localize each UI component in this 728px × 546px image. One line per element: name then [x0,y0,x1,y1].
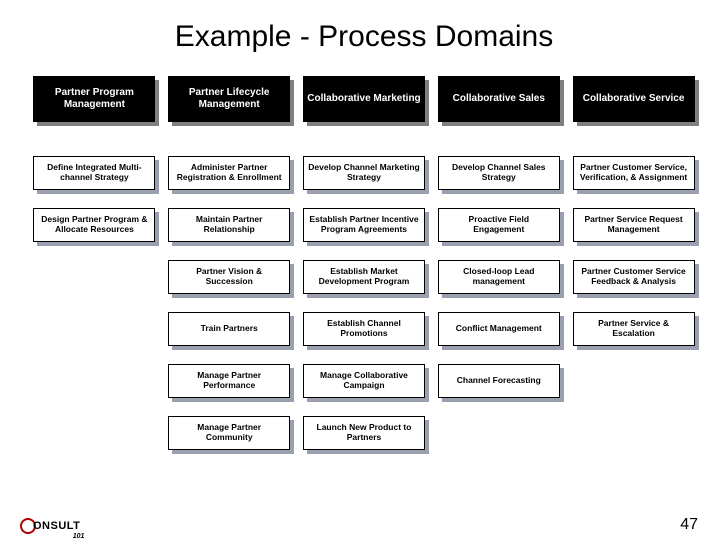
column-4: Collaborative Service Partner Customer Se… [569,76,698,468]
slide: Example - Process Domains Partner Progra… [0,0,728,546]
process-box-label: Train Partners [168,312,290,346]
process-box-label: Define Integrated Multi-channel Strategy [33,156,155,190]
process-box: Establish Market Development Program [303,260,425,294]
column-1: Partner Lifecycle Management Administer P… [165,76,294,468]
column-header: Partner Lifecycle Management [168,76,290,122]
process-box-label: Develop Channel Sales Strategy [438,156,560,190]
process-box-label: Establish Market Development Program [303,260,425,294]
process-box: Manage Partner Community [168,416,290,450]
columns-container: Partner Program Management Define Integra… [30,76,698,468]
process-box: Channel Forecasting [438,364,560,398]
process-box-label: Proactive Field Engagement [438,208,560,242]
column-0: Partner Program Management Define Integra… [30,76,159,468]
column-header: Collaborative Service [573,76,695,122]
process-box: Partner Customer Service Feedback & Anal… [573,260,695,294]
process-box-label: Develop Channel Marketing Strategy [303,156,425,190]
process-box-label: Manage Partner Community [168,416,290,450]
process-box-label: Manage Partner Performance [168,364,290,398]
process-box: Design Partner Program & Allocate Resour… [33,208,155,242]
process-box: Partner Customer Service, Verification, … [573,156,695,190]
process-box: Manage Partner Performance [168,364,290,398]
process-box: Maintain Partner Relationship [168,208,290,242]
process-box-label: Design Partner Program & Allocate Resour… [33,208,155,242]
column-header: Collaborative Marketing [303,76,425,122]
process-box-label: Partner Customer Service Feedback & Anal… [573,260,695,294]
slide-title: Example - Process Domains [30,20,698,54]
process-box-label: Channel Forecasting [438,364,560,398]
process-box: Conflict Management [438,312,560,346]
process-box: Establish Channel Promotions [303,312,425,346]
process-box-label: Manage Collaborative Campaign [303,364,425,398]
process-box: Train Partners [168,312,290,346]
process-box: Establish Partner Incentive Program Agre… [303,208,425,242]
column-header: Collaborative Sales [438,76,560,122]
process-box: Develop Channel Sales Strategy [438,156,560,190]
process-box-label: Closed-loop Lead management [438,260,560,294]
column-header-label: Partner Lifecycle Management [168,76,290,122]
process-box: Partner Service & Escalation [573,312,695,346]
page-number: 47 [680,516,698,534]
process-box: Closed-loop Lead management [438,260,560,294]
process-box-label: Establish Partner Incentive Program Agre… [303,208,425,242]
process-box: Launch New Product to Partners [303,416,425,450]
process-box-label: Maintain Partner Relationship [168,208,290,242]
column-header: Partner Program Management [33,76,155,122]
column-header-label: Collaborative Sales [438,76,560,122]
process-box-label: Partner Vision & Succession [168,260,290,294]
logo-subtext: 101 [73,533,85,540]
process-box: Partner Vision & Succession [168,260,290,294]
process-box-label: Partner Customer Service, Verification, … [573,156,695,190]
process-box: Partner Service Request Management [573,208,695,242]
process-box-label: Partner Service & Escalation [573,312,695,346]
column-2: Collaborative Marketing Develop Channel M… [300,76,429,468]
logo: ONSULT 101 [20,518,80,534]
process-box-label: Establish Channel Promotions [303,312,425,346]
logo-text: ONSULT [33,520,80,532]
process-box-label: Administer Partner Registration & Enroll… [168,156,290,190]
column-header-label: Collaborative Marketing [303,76,425,122]
process-box: Proactive Field Engagement [438,208,560,242]
process-box: Manage Collaborative Campaign [303,364,425,398]
process-box-label: Partner Service Request Management [573,208,695,242]
process-box: Define Integrated Multi-channel Strategy [33,156,155,190]
process-box: Develop Channel Marketing Strategy [303,156,425,190]
column-header-label: Collaborative Service [573,76,695,122]
process-box-label: Launch New Product to Partners [303,416,425,450]
column-header-label: Partner Program Management [33,76,155,122]
process-box-label: Conflict Management [438,312,560,346]
process-box: Administer Partner Registration & Enroll… [168,156,290,190]
footer: ONSULT 101 47 [20,516,698,534]
column-3: Collaborative Sales Develop Channel Sales… [434,76,563,468]
